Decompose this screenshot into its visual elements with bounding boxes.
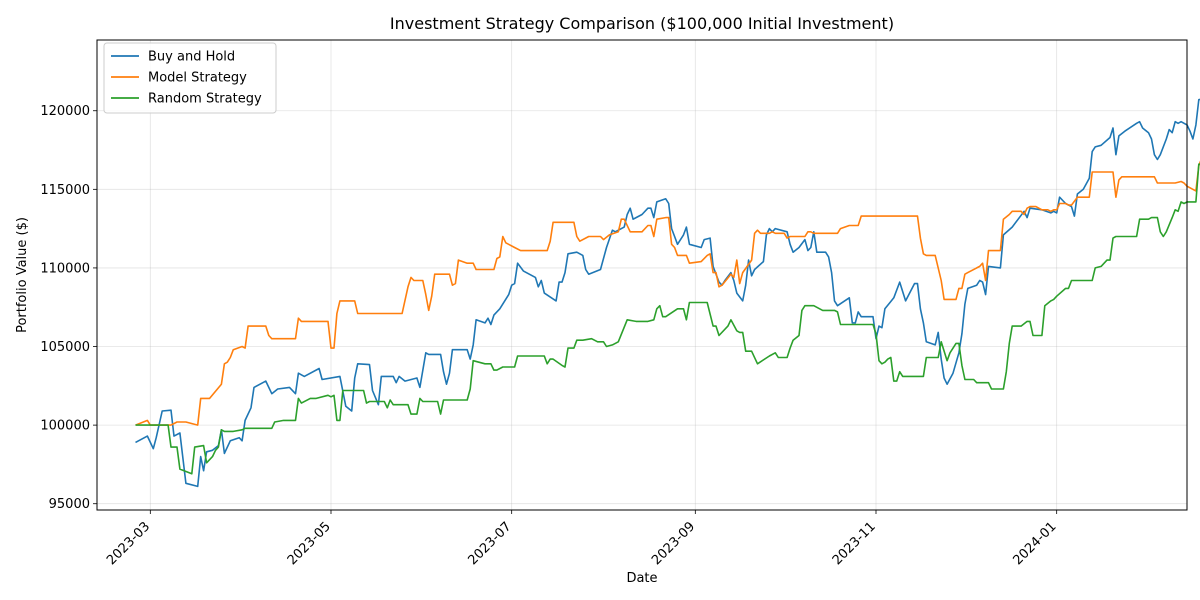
y-tick-label: 95000: [49, 497, 90, 512]
legend: Buy and Hold Model Strategy Random Strateg…: [103, 42, 277, 114]
y-axis: 95000 100000 105000 110000 115000 120000: [40, 104, 97, 512]
series-line-random-strategy: [135, 163, 1200, 475]
legend-label-buy-and-hold: Buy and Hold: [148, 50, 235, 65]
x-axis-label: Date: [626, 571, 657, 586]
y-tick-label: 115000: [40, 183, 90, 198]
legend-label-model-strategy: Model Strategy: [148, 71, 247, 86]
series-line-model-strategy: [135, 160, 1200, 426]
grid-lines: [97, 40, 1187, 510]
series-line-buy-and-hold: [135, 98, 1200, 488]
y-tick-label: 120000: [40, 104, 90, 119]
series-lines: [135, 98, 1200, 488]
y-tick-label: 105000: [40, 340, 90, 355]
y-tick-label: 110000: [40, 261, 90, 276]
plot-frame: [96, 39, 1188, 511]
legend-box: [103, 42, 277, 114]
y-axis-label: Portfolio Value ($): [15, 217, 30, 333]
legend-label-random-strategy: Random Strategy: [148, 92, 262, 107]
chart-title: Investment Strategy Comparison ($100,000…: [390, 14, 894, 33]
y-tick-label: 100000: [40, 419, 90, 434]
